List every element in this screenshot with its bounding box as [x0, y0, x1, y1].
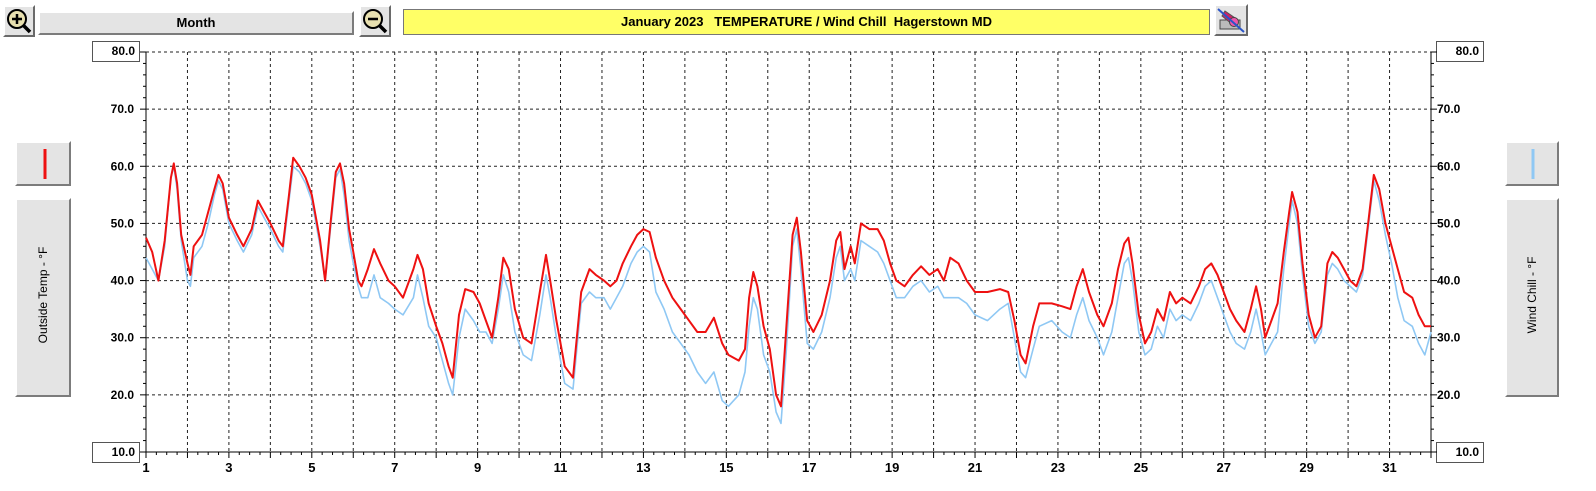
wind-chill-series-line [145, 165, 1432, 425]
red-line-swatch-icon [43, 149, 47, 179]
right-y-tick-label: 50.0 [1437, 216, 1461, 230]
left-y-tick-label: 70.0 [111, 102, 135, 116]
right-axis-min[interactable]: 10.0 [1436, 442, 1484, 463]
x-tick-label: 7 [391, 460, 398, 475]
x-tick-label: 29 [1299, 460, 1313, 475]
temp-series-swatch-button[interactable] [15, 141, 71, 186]
x-tick-label: 21 [968, 460, 982, 475]
x-tick-label: 15 [719, 460, 733, 475]
x-tick-label: 19 [885, 460, 899, 475]
x-tick-label: 25 [1134, 460, 1148, 475]
right-y-tick-label: 60.0 [1437, 159, 1461, 173]
zoom-in-button[interactable] [3, 5, 35, 37]
grid [145, 51, 1432, 453]
blue-line-swatch-icon [1531, 149, 1535, 179]
x-tick-label: 1 [142, 460, 149, 475]
x-tick-label: 23 [1051, 460, 1065, 475]
x-tick-label: 31 [1382, 460, 1396, 475]
windchill-series-swatch-button[interactable] [1505, 141, 1559, 186]
x-tick-label: 3 [225, 460, 232, 475]
x-tick-label: 11 [554, 460, 568, 475]
outside-temp-series-line [145, 156, 1431, 408]
tick-marks [140, 51, 1437, 458]
left-y-tick-label: 60.0 [111, 159, 135, 173]
print-icon [1217, 8, 1245, 33]
right-y-tick-label: 30.0 [1437, 331, 1461, 345]
right-y-tick-label: 20.0 [1437, 388, 1461, 402]
x-tick-label: 27 [1217, 460, 1231, 475]
left-y-tick-label: 20.0 [111, 388, 135, 402]
right-y-tick-label: 70.0 [1437, 102, 1461, 116]
right-axis-max[interactable]: 80.0 [1436, 41, 1484, 62]
tick-labels: 20.0 20.0 30.0 30.0 40.0 40.0 50.0 50.0 60.0 60.0… [111, 102, 1461, 475]
x-tick-label: 9 [474, 460, 481, 475]
left-axis-min[interactable]: 10.0 [92, 442, 140, 463]
left-y-tick-label: 50.0 [111, 216, 135, 230]
right-axis-label-button[interactable]: Wind Chill - °F [1505, 198, 1559, 397]
left-axis-max[interactable]: 80.0 [92, 41, 140, 62]
x-tick-label: 5 [308, 460, 315, 475]
print-button[interactable] [1214, 4, 1248, 36]
period-button[interactable]: Month [38, 11, 354, 35]
zoom-out-icon [363, 9, 388, 34]
right-y-tick-label: 40.0 [1437, 274, 1461, 288]
series [145, 156, 1432, 425]
zoom-out-button[interactable] [359, 5, 391, 37]
chart-title: January 2023 TEMPERATURE / Wind Chill Ha… [403, 9, 1210, 35]
x-tick-label: 17 [802, 460, 816, 475]
x-tick-label: 13 [636, 460, 650, 475]
zoom-in-icon [7, 9, 32, 34]
left-y-tick-label: 30.0 [111, 331, 135, 345]
left-y-tick-label: 40.0 [111, 274, 135, 288]
left-axis-label-button[interactable]: Outside Temp - °F [15, 198, 71, 397]
